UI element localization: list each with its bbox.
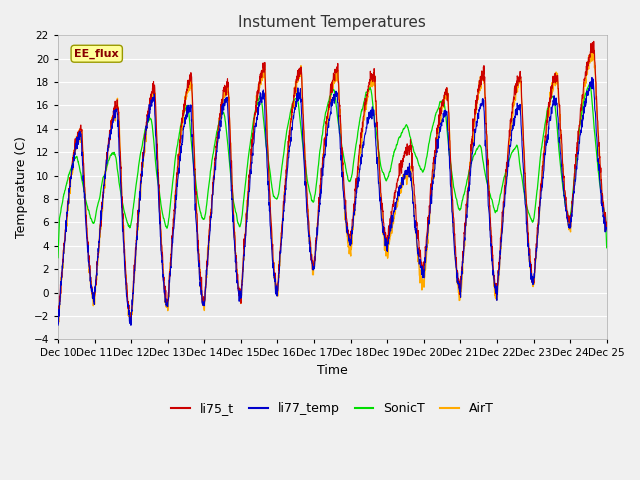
li75_t <box>54 313 62 319</box>
SonicT <box>54 255 62 261</box>
li77_temp <box>360 138 368 144</box>
AirT <box>207 206 215 212</box>
AirT <box>589 46 597 51</box>
li75_t <box>207 206 215 212</box>
AirT <box>54 316 62 322</box>
AirT <box>554 94 562 100</box>
li77_temp <box>588 74 596 80</box>
SonicT <box>360 99 368 105</box>
Title: Instument Temperatures: Instument Temperatures <box>238 15 426 30</box>
li75_t <box>570 184 577 190</box>
li77_temp <box>207 214 215 219</box>
Line: SonicT: SonicT <box>58 84 607 258</box>
Legend: li75_t, li77_temp, SonicT, AirT: li75_t, li77_temp, SonicT, AirT <box>166 397 499 420</box>
AirT <box>492 294 500 300</box>
SonicT <box>348 171 356 177</box>
SonicT <box>586 82 593 87</box>
li77_temp <box>348 231 356 237</box>
SonicT <box>603 245 611 251</box>
SonicT <box>570 185 577 191</box>
Y-axis label: Temperature (C): Temperature (C) <box>15 136 28 238</box>
li77_temp <box>492 289 499 295</box>
li77_temp <box>570 194 577 200</box>
li77_temp <box>554 115 562 121</box>
Line: AirT: AirT <box>58 48 607 322</box>
AirT <box>348 228 356 234</box>
Line: li75_t: li75_t <box>58 41 607 322</box>
li77_temp <box>54 323 62 328</box>
AirT <box>360 117 368 123</box>
li75_t <box>127 319 135 325</box>
SonicT <box>207 166 215 171</box>
li75_t <box>603 219 611 225</box>
li75_t <box>360 105 368 111</box>
li75_t <box>590 38 598 44</box>
li75_t <box>348 216 356 222</box>
li75_t <box>554 86 562 92</box>
X-axis label: Time: Time <box>317 364 348 377</box>
AirT <box>126 319 134 325</box>
Line: li77_temp: li77_temp <box>58 77 607 325</box>
AirT <box>570 185 577 191</box>
SonicT <box>492 209 499 215</box>
li77_temp <box>603 226 611 231</box>
Text: EE_flux: EE_flux <box>74 48 119 59</box>
li75_t <box>492 291 500 297</box>
SonicT <box>554 138 562 144</box>
AirT <box>603 226 611 231</box>
